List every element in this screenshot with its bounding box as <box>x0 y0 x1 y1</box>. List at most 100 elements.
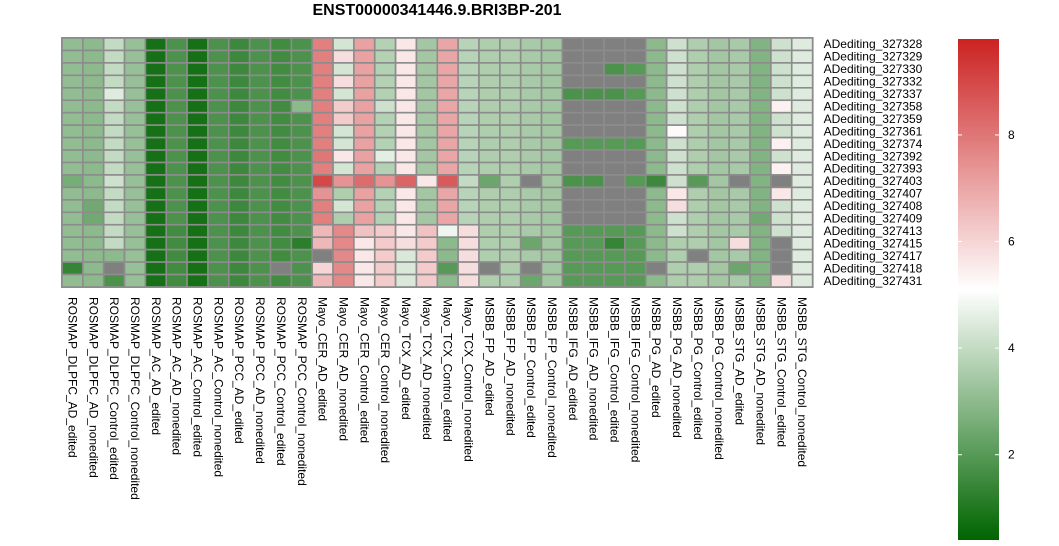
column-label: ROSMAP_AC_AD_edited <box>149 297 163 435</box>
heatmap-cell <box>686 111 710 126</box>
heatmap-cell <box>728 248 751 263</box>
heatmap-cell <box>82 161 105 176</box>
row-label: ADediting_327407 <box>824 187 923 201</box>
heatmap-cell <box>728 87 751 102</box>
heatmap-cell <box>561 87 585 102</box>
heatmap-cell <box>561 248 585 263</box>
heatmap-cell <box>332 161 355 176</box>
heatmap-cell <box>61 223 84 238</box>
heatmap-cell <box>61 149 84 164</box>
heatmap-cell <box>436 199 459 214</box>
heatmap-cell <box>207 161 230 176</box>
heatmap-cell <box>624 49 647 64</box>
heatmap-cell <box>499 124 522 139</box>
heatmap-cell <box>749 211 772 226</box>
heatmap-cell <box>373 273 397 288</box>
column-label: ROSMAP_PCC_Control_nonedited <box>295 297 309 486</box>
heatmap-cell <box>790 62 814 77</box>
heatmap-cell <box>415 149 439 164</box>
heatmap-cell <box>457 62 480 77</box>
heatmap-cell <box>415 236 439 251</box>
heatmap-cell <box>540 111 564 126</box>
column-label: MSBB_STG_AD_edited <box>733 297 747 425</box>
heatmap-cell <box>686 149 710 164</box>
heatmap-cell <box>540 149 564 164</box>
heatmap-cell <box>519 174 543 189</box>
heatmap-cell <box>82 211 105 226</box>
heatmap-cell <box>665 87 689 102</box>
heatmap-cell <box>749 111 772 126</box>
heatmap-cell <box>540 49 564 64</box>
heatmap-cell <box>248 211 272 226</box>
heatmap-cell <box>519 74 543 89</box>
heatmap-cell <box>561 261 585 276</box>
heatmap-cell <box>373 236 397 251</box>
column-label: ROSMAP_AC_Control_nonedited <box>211 297 225 477</box>
heatmap-cell <box>353 161 376 176</box>
heatmap-cell <box>644 236 668 251</box>
heatmap-cell <box>165 99 188 114</box>
heatmap-cell <box>61 37 84 52</box>
heatmap-cell <box>207 223 230 238</box>
heatmap-cell <box>311 174 334 189</box>
heatmap-cell <box>624 62 647 77</box>
heatmap-cell <box>790 99 814 114</box>
heatmap-cell <box>248 186 272 201</box>
heatmap-cell <box>582 161 605 176</box>
heatmap-cell <box>186 62 209 77</box>
heatmap-cell <box>540 74 564 89</box>
heatmap-cell <box>311 211 334 226</box>
heatmap-cell <box>144 261 168 276</box>
heatmap-cell <box>144 87 168 102</box>
heatmap-cell <box>311 248 334 263</box>
row-label: ADediting_327431 <box>824 274 923 288</box>
heatmap-cell <box>165 111 188 126</box>
heatmap-cell <box>436 261 459 276</box>
heatmap-cell <box>311 261 334 276</box>
heatmap-cell <box>561 211 585 226</box>
heatmap-cell <box>770 62 793 77</box>
heatmap-cell <box>686 74 710 89</box>
heatmap-cell <box>415 49 439 64</box>
legend-tick-label: 2 <box>1008 448 1015 462</box>
heatmap-cell <box>248 124 272 139</box>
heatmap-cell <box>582 248 605 263</box>
heatmap-cell <box>478 136 501 151</box>
heatmap-cell <box>394 74 418 89</box>
heatmap-cell <box>519 37 543 52</box>
heatmap-cell <box>373 211 397 226</box>
heatmap-cell <box>82 49 105 64</box>
heatmap-cell <box>415 261 439 276</box>
heatmap-cell <box>269 261 293 276</box>
row-label: ADediting_327392 <box>824 149 923 163</box>
heatmap-cell <box>311 74 334 89</box>
heatmap-cell <box>269 211 293 226</box>
heatmap-cell <box>373 124 397 139</box>
heatmap-cell <box>207 74 230 89</box>
heatmap-cell <box>749 37 772 52</box>
heatmap-cell <box>436 248 459 263</box>
heatmap-cell <box>644 111 668 126</box>
heatmap-cell <box>436 174 459 189</box>
heatmap-cell <box>540 37 564 52</box>
heatmap-cell <box>519 99 543 114</box>
heatmap-cell <box>102 211 126 226</box>
heatmap-cell <box>644 37 668 52</box>
row-label: ADediting_327332 <box>824 75 923 89</box>
heatmap-cell <box>561 186 585 201</box>
chart-title: ENST00000341446.9.BRI3BP-201 <box>312 2 561 19</box>
heatmap-cell <box>749 149 772 164</box>
heatmap-cell <box>290 199 314 214</box>
heatmap-cell <box>561 37 585 52</box>
heatmap-cell <box>478 62 501 77</box>
row-label: ADediting_327361 <box>824 124 923 138</box>
heatmap-cell <box>353 99 376 114</box>
heatmap-cell <box>102 273 126 288</box>
heatmap-cell <box>353 223 376 238</box>
heatmap-cell <box>624 186 647 201</box>
heatmap-cell <box>102 261 126 276</box>
heatmap-cell <box>790 37 814 52</box>
heatmap-cell <box>228 149 251 164</box>
heatmap-cell <box>415 199 439 214</box>
heatmap-cell <box>165 236 188 251</box>
